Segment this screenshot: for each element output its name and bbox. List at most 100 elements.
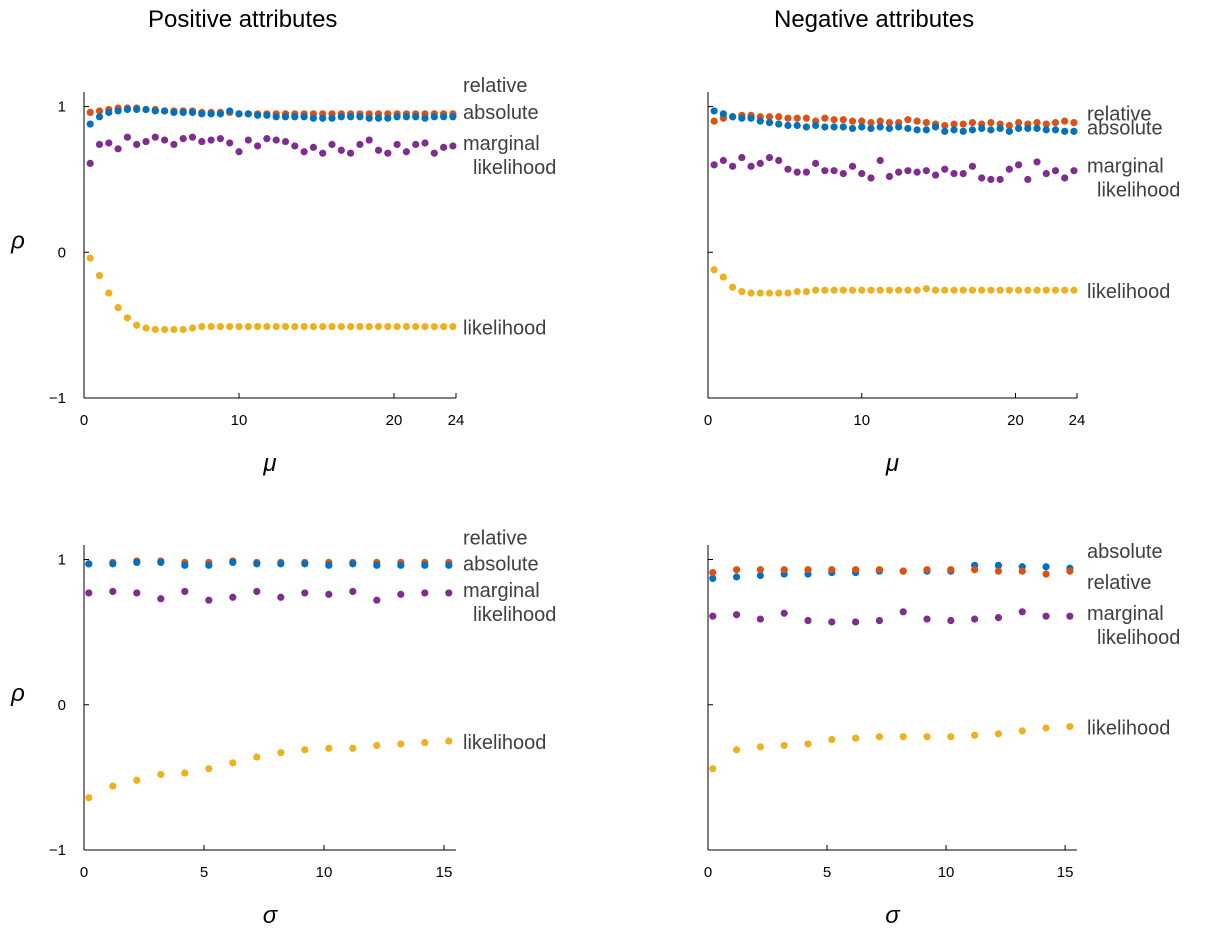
data-point <box>959 170 967 178</box>
data-point <box>885 286 894 294</box>
data-point <box>709 612 717 620</box>
data-point <box>205 561 213 569</box>
data-point <box>852 566 860 574</box>
data-point <box>402 148 410 156</box>
series-label: marginal <box>1087 603 1164 625</box>
series-label: marginal <box>463 133 540 155</box>
data-point <box>765 153 774 162</box>
data-point <box>181 587 189 596</box>
series-relative <box>710 111 1078 130</box>
data-point <box>337 113 345 121</box>
data-point <box>968 162 977 170</box>
data-point <box>996 124 1004 133</box>
series-likelihood <box>85 737 453 802</box>
data-point <box>349 587 357 596</box>
chart-negative-sigma: 0 5 10 15σabsoluterelativemarginallikelihoo… <box>704 541 1181 929</box>
data-point <box>1042 724 1050 732</box>
data-point <box>1033 286 1041 294</box>
data-point <box>281 323 290 331</box>
data-point <box>913 286 921 294</box>
data-point <box>142 137 150 146</box>
data-point <box>913 126 921 134</box>
data-point <box>277 749 285 757</box>
data-point <box>85 560 93 568</box>
data-point <box>848 124 857 133</box>
data-point <box>365 114 373 122</box>
data-point <box>1061 174 1069 182</box>
data-point <box>922 126 930 134</box>
data-point <box>235 110 243 118</box>
data-point <box>867 124 875 133</box>
data-point <box>756 743 764 751</box>
data-point <box>1024 124 1032 133</box>
data-point <box>839 170 847 178</box>
data-point <box>858 117 866 125</box>
data-point <box>1018 608 1026 616</box>
data-point <box>710 117 718 125</box>
x-tick-label: 5 <box>823 864 831 881</box>
x-tick-label: 5 <box>200 864 208 881</box>
data-point <box>987 126 995 134</box>
data-point <box>784 289 792 297</box>
data-point <box>987 286 995 294</box>
data-point <box>1005 127 1013 135</box>
data-point <box>365 323 373 331</box>
data-point <box>858 286 866 294</box>
data-point <box>181 561 189 569</box>
series-label: absolute <box>463 102 539 124</box>
data-point <box>277 593 285 601</box>
data-point <box>821 114 829 122</box>
series-relative <box>86 104 457 118</box>
data-point <box>978 286 986 294</box>
data-point <box>987 119 995 127</box>
data-point <box>821 286 829 294</box>
data-point <box>445 589 453 597</box>
data-point <box>971 566 979 574</box>
data-point <box>402 113 410 121</box>
series-label: likelihood <box>1097 180 1180 202</box>
data-point <box>325 744 333 752</box>
data-point <box>996 286 1004 294</box>
data-point <box>709 765 717 773</box>
data-point <box>858 170 866 178</box>
data-point <box>994 730 1003 738</box>
data-point <box>181 769 189 777</box>
data-point <box>253 587 261 596</box>
data-point <box>229 593 237 601</box>
data-point <box>931 286 940 294</box>
data-point <box>709 574 717 583</box>
x-tick-label: 15 <box>1057 864 1074 881</box>
data-point <box>756 159 764 167</box>
data-point <box>1042 126 1050 134</box>
data-point <box>848 286 857 294</box>
data-point <box>281 113 290 121</box>
data-point <box>756 615 764 623</box>
data-point <box>968 119 977 127</box>
data-point <box>1070 127 1078 135</box>
data-point <box>1051 167 1060 175</box>
data-point <box>421 589 429 597</box>
x-tick-label: 0 <box>80 864 88 881</box>
data-point <box>931 123 940 131</box>
data-point <box>397 561 405 569</box>
data-point <box>142 324 150 332</box>
data-point <box>188 133 197 141</box>
data-point <box>793 121 801 130</box>
data-point <box>876 286 884 294</box>
data-point <box>109 587 117 596</box>
data-point <box>950 170 958 178</box>
data-point <box>123 105 131 114</box>
data-point <box>449 142 457 150</box>
data-point <box>1033 119 1041 127</box>
data-point <box>968 126 977 134</box>
data-point <box>179 135 187 143</box>
data-point <box>765 113 774 121</box>
data-point <box>950 126 958 134</box>
data-point <box>114 145 122 153</box>
data-point <box>142 105 150 114</box>
data-point <box>922 167 930 175</box>
data-point <box>747 114 755 122</box>
data-point <box>738 153 746 162</box>
data-point <box>830 286 838 294</box>
data-point <box>244 136 252 144</box>
